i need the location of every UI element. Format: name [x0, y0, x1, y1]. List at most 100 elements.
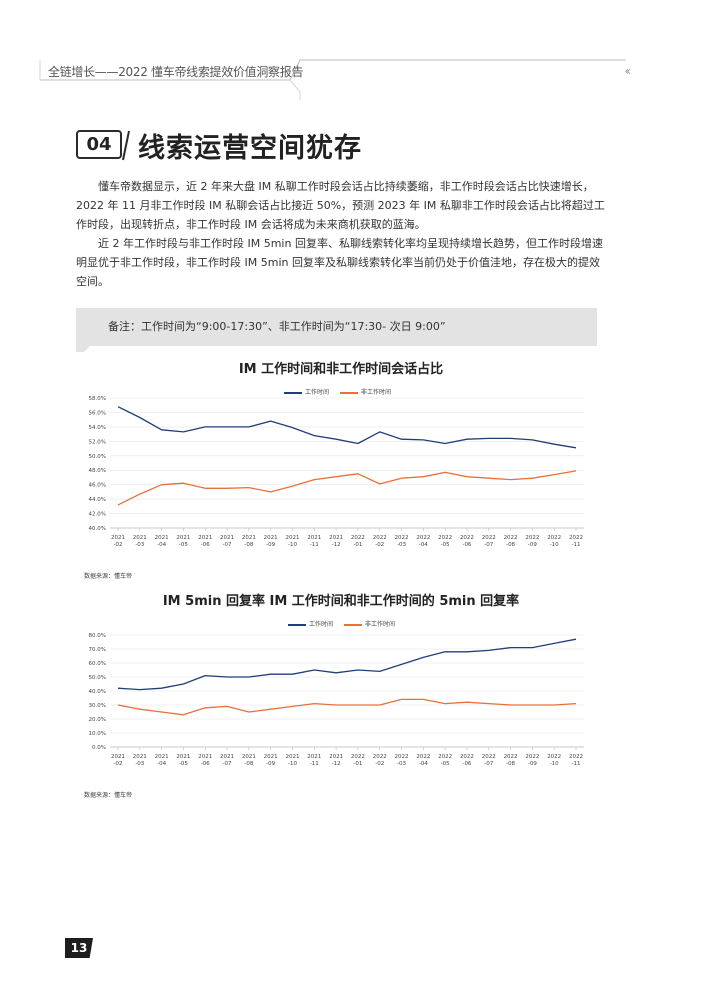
note-box: 备注：工作时间为“9:00-17:30”、非工作时间为“17:30- 次日 9:… [76, 308, 597, 346]
y-tick-label: 20.0% [89, 717, 106, 723]
x-tick-label: 2022 [438, 754, 452, 760]
section-title: 线索运营空间犹存 [138, 133, 362, 164]
y-tick-label: 80.0% [89, 633, 106, 639]
chart-plot: 80.0% 70.0% 60.0% 50.0% 40.0% 30.0% 20.0% 10.0%… [89, 633, 584, 767]
x-tick-label: -11 [572, 542, 581, 548]
body-paragraph-2: 近 2 年工作时段与非工作时段 IM 5min 回复率、私聊线索转化率均呈现持续… [76, 237, 603, 288]
x-tick-label: 2022 [569, 535, 583, 541]
x-tick-label: -10 [288, 542, 297, 548]
x-tick-label: -04 [157, 761, 166, 767]
x-tick-label: 2022 [395, 535, 409, 541]
x-tick-label: -01 [353, 542, 362, 548]
chart-plot: 58.0% 56.0% 54.0% 52.0% 50.0% 48.0% 46.0% 44.0%… [89, 396, 584, 548]
y-tick-label: 42.0% [89, 512, 106, 518]
data-source: 数据来源：懂车帝 [84, 792, 133, 799]
x-tick-label: -07 [484, 761, 493, 767]
x-tick-label: 2021 [307, 754, 321, 760]
x-tick-label: 2022 [482, 535, 496, 541]
note-corner [76, 340, 96, 352]
series-line-nonwork [117, 698, 577, 716]
x-tick-label: 2022 [504, 754, 518, 760]
series-line-work [117, 406, 577, 449]
x-tick-label: 2021 [329, 754, 343, 760]
y-tick-label: 60.0% [89, 661, 106, 667]
y-tick-label: 10.0% [89, 731, 106, 737]
series-line-work [117, 638, 577, 691]
legend-item-nonwork: 非工作时间 [340, 387, 391, 396]
x-tick-label: -08 [244, 761, 253, 767]
legend-item-nonwork: 非工作时间 [344, 619, 395, 628]
y-tick-label: 48.0% [89, 468, 106, 474]
section-number: 04 [76, 130, 122, 159]
x-tick-label: 2022 [416, 535, 430, 541]
x-tick-label: 2022 [482, 754, 496, 760]
body-paragraph-1: 懂车帝数据显示，近 2 年来大盘 IM 私聊工作时段会话占比持续萎缩，非工作时段… [76, 180, 605, 231]
x-tick-label: -09 [528, 542, 537, 548]
x-tick-label: -05 [441, 761, 450, 767]
x-tick-label: -05 [441, 542, 450, 548]
legend-label: 工作时间 [305, 389, 330, 396]
x-tick-label: -12 [332, 542, 341, 548]
x-tick-label: -05 [179, 761, 188, 767]
data-source: 数据来源：懂车帝 [84, 573, 133, 580]
x-tick-label: 2021 [198, 754, 212, 760]
legend-label: 非工作时间 [361, 389, 392, 396]
x-tick-label: -08 [506, 761, 515, 767]
x-tick-label: 2022 [547, 535, 561, 541]
x-tick-label: 2021 [285, 535, 299, 541]
y-tick-label: 52.0% [89, 439, 106, 445]
x-tick-label: 2021 [264, 754, 278, 760]
legend-label: 非工作时间 [365, 621, 396, 628]
x-tick-label: 2021 [176, 535, 190, 541]
x-tick-label: -04 [157, 542, 166, 548]
x-tick-label: -07 [484, 542, 493, 548]
x-tick-label: 2022 [569, 754, 583, 760]
y-tick-label: 58.0% [89, 396, 106, 402]
x-tick-label: 2022 [351, 754, 365, 760]
chart-reply-rate: IM 5min 回复率 IM 工作时间和非工作时间的 5min 回复率 工作时间… [76, 590, 606, 800]
series-line-nonwork [117, 470, 577, 506]
x-tick-label: -02 [375, 542, 384, 548]
x-tick-label: -03 [397, 542, 406, 548]
y-tick-label: 56.0% [89, 410, 106, 416]
x-tick-label: -02 [114, 761, 123, 767]
x-tick-label: -02 [375, 761, 384, 767]
x-tick-label: -10 [550, 542, 559, 548]
chart-title: IM 工作时间和非工作时间会话占比 [238, 362, 444, 377]
y-tick-label: 50.0% [89, 675, 106, 681]
x-tick-label: 2022 [438, 535, 452, 541]
chart-legend: 工作时间 非工作时间 [76, 619, 606, 631]
x-tick-label: 2021 [176, 754, 190, 760]
y-tick-label: 30.0% [89, 703, 106, 709]
x-tick-label: -09 [266, 542, 275, 548]
x-tick-label: 2022 [460, 535, 474, 541]
legend-label: 工作时间 [309, 621, 334, 628]
x-tick-label: 2021 [111, 535, 125, 541]
x-tick-label: -02 [114, 542, 123, 548]
x-tick-label: -07 [223, 542, 232, 548]
x-tick-label: 2022 [460, 754, 474, 760]
x-tick-label: -07 [223, 761, 232, 767]
x-tick-label: -09 [266, 761, 275, 767]
y-tick-label: 46.0% [89, 483, 106, 489]
chart-legend: 工作时间 非工作时间 [76, 387, 606, 399]
x-tick-label: -11 [310, 542, 319, 548]
x-tick-label: 2022 [395, 754, 409, 760]
x-tick-label: -11 [310, 761, 319, 767]
legend-item-work: 工作时间 [284, 387, 329, 396]
x-tick-label: 2021 [329, 535, 343, 541]
x-tick-label: 2022 [504, 535, 518, 541]
x-tick-label: -01 [353, 761, 362, 767]
x-tick-label: -09 [528, 761, 537, 767]
y-tick-label: 70.0% [89, 647, 106, 653]
x-tick-label: -06 [462, 761, 471, 767]
legend-item-work: 工作时间 [288, 619, 333, 628]
x-tick-label: 2022 [525, 754, 539, 760]
x-tick-label: 2021 [111, 754, 125, 760]
y-tick-label: 54.0% [89, 425, 106, 431]
chevron-left-icon: ‹‹ [624, 64, 630, 78]
report-title: 全链增长——2022 懂车帝线索提效价值洞察报告 [48, 65, 304, 79]
x-tick-label: -04 [419, 761, 428, 767]
x-tick-label: 2021 [133, 535, 147, 541]
x-tick-label: 2022 [373, 535, 387, 541]
